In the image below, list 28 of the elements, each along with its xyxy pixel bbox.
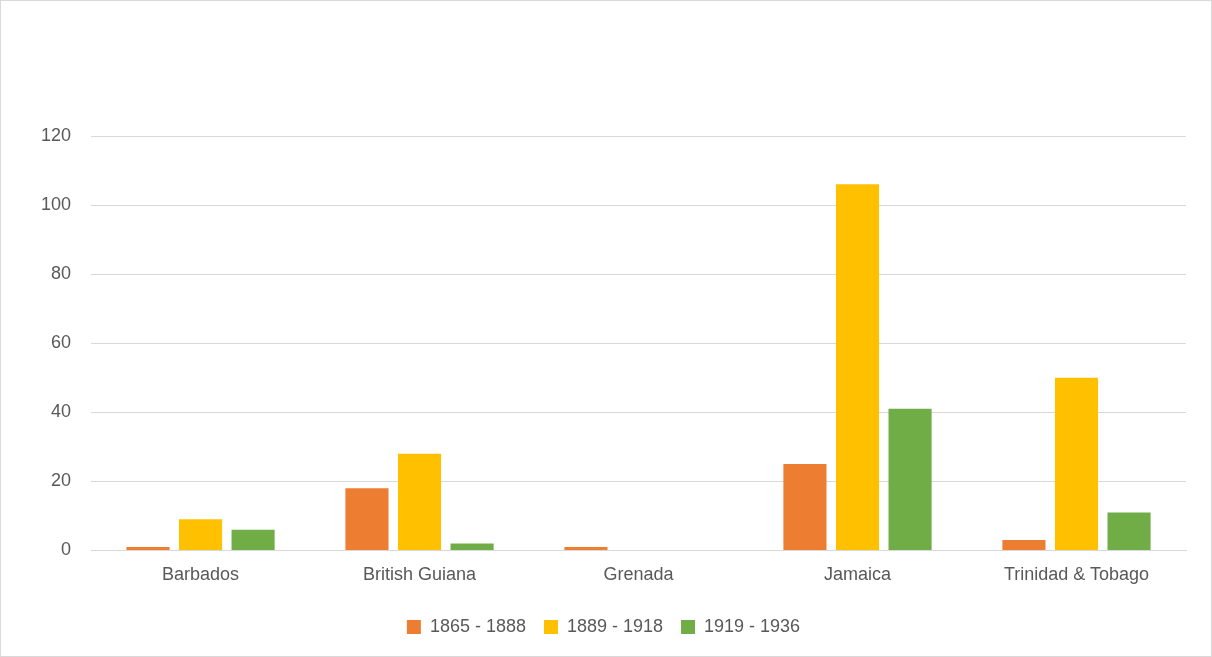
bar <box>397 453 442 550</box>
y-tick-label: 80 <box>51 263 72 284</box>
bar <box>1054 377 1099 550</box>
bar <box>178 519 223 550</box>
bar <box>345 488 389 550</box>
x-tick-label: Barbados <box>162 564 240 585</box>
y-tick-label: 0 <box>61 539 72 560</box>
bar <box>126 546 170 550</box>
x-tick-label: Trinidad & Tobago <box>1003 564 1150 585</box>
bar <box>564 546 608 550</box>
x-tick-label: Grenada <box>603 564 675 585</box>
bar <box>1107 512 1151 550</box>
bar <box>231 529 275 550</box>
x-tick-label: British Guiana <box>362 564 478 585</box>
bar <box>835 184 880 550</box>
y-tick-label: 100 <box>40 194 72 215</box>
bar <box>450 543 494 550</box>
legend-label: 1865 - 1888 <box>429 615 526 636</box>
y-tick-label: 60 <box>51 332 72 353</box>
bar <box>1002 540 1046 550</box>
x-tick-label: Jamaica <box>823 564 893 585</box>
legend-label: 1919 - 1936 <box>704 615 801 636</box>
bar <box>888 408 932 550</box>
y-tick-label: 20 <box>51 470 72 491</box>
y-tick-label: 40 <box>51 401 72 422</box>
legend-label: 1889 - 1918 <box>566 615 664 636</box>
y-tick-label: 120 <box>40 124 72 145</box>
bar <box>783 464 827 550</box>
